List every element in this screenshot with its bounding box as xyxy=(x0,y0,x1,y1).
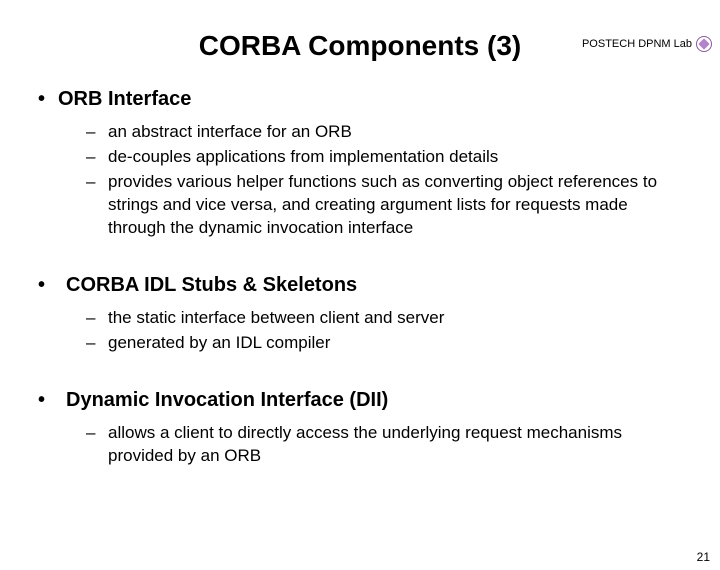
bullet-icon: • xyxy=(38,88,58,111)
list-item: –the static interface between client and… xyxy=(86,307,682,330)
list-item-text: provides various helper functions such a… xyxy=(108,171,682,240)
logo-icon xyxy=(696,36,712,52)
list-item: –allows a client to directly access the … xyxy=(86,422,682,468)
list-item: –an abstract interface for an ORB xyxy=(86,121,682,144)
section: • Dynamic Invocation Interface (DII) –allo… xyxy=(38,389,682,468)
dash-icon: – xyxy=(86,332,108,355)
list-item-text: allows a client to directly access the u… xyxy=(108,422,682,468)
bullet-icon: • xyxy=(38,274,58,297)
section-heading-text: CORBA IDL Stubs & Skeletons xyxy=(66,274,357,297)
subitems: –the static interface between client and… xyxy=(38,307,682,355)
section-heading: • CORBA IDL Stubs & Skeletons xyxy=(38,274,682,297)
section-heading-text: Dynamic Invocation Interface (DII) xyxy=(66,389,388,412)
list-item: –generated by an IDL compiler xyxy=(86,332,682,355)
subitems: –allows a client to directly access the … xyxy=(38,422,682,468)
lab-label: POSTECH DPNM Lab xyxy=(582,38,692,50)
list-item-text: de-couples applications from implementat… xyxy=(108,146,682,169)
dash-icon: – xyxy=(86,121,108,144)
slide-content: •ORB Interface–an abstract interface for… xyxy=(0,88,720,467)
list-item-text: generated by an IDL compiler xyxy=(108,332,682,355)
header-right: POSTECH DPNM Lab xyxy=(582,36,712,52)
section-heading: • Dynamic Invocation Interface (DII) xyxy=(38,389,682,412)
list-item: –de-couples applications from implementa… xyxy=(86,146,682,169)
subitems: –an abstract interface for an ORB–de-cou… xyxy=(38,121,682,240)
list-item: –provides various helper functions such … xyxy=(86,171,682,240)
page-number: 21 xyxy=(697,550,710,564)
dash-icon: – xyxy=(86,422,108,468)
bullet-icon: • xyxy=(38,389,58,412)
section-heading-text: ORB Interface xyxy=(58,88,191,111)
list-item-text: the static interface between client and … xyxy=(108,307,682,330)
dash-icon: – xyxy=(86,146,108,169)
dash-icon: – xyxy=(86,171,108,240)
section: •ORB Interface–an abstract interface for… xyxy=(38,88,682,240)
dash-icon: – xyxy=(86,307,108,330)
list-item-text: an abstract interface for an ORB xyxy=(108,121,682,144)
section-heading: •ORB Interface xyxy=(38,88,682,111)
section: • CORBA IDL Stubs & Skeletons –the static … xyxy=(38,274,682,355)
